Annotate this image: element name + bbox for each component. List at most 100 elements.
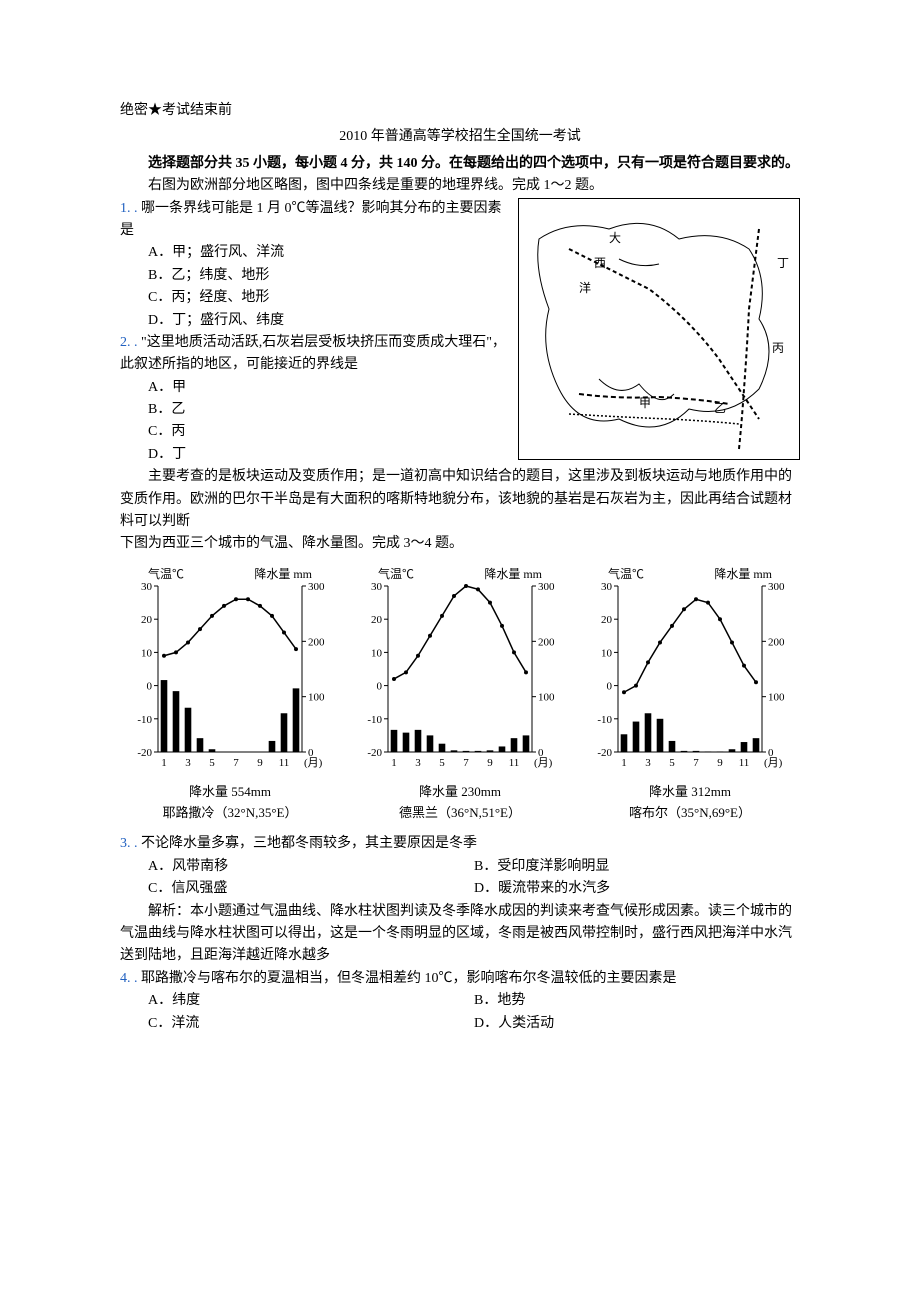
svg-text:7: 7	[233, 757, 239, 769]
svg-text:11: 11	[739, 757, 750, 769]
q4-options: A．纬度 B．地势 C．洋流 D．人类活动	[120, 990, 800, 1035]
svg-text:200: 200	[308, 636, 325, 648]
map-label-jia: 甲	[639, 394, 651, 413]
svg-text:-10: -10	[137, 714, 152, 726]
svg-text:-20: -20	[367, 747, 382, 759]
chart-3-svg: 气温℃降水量 mm-20-10010203001002003001357911(…	[580, 566, 800, 776]
q1-opt-c: C．丙；经度、地形	[148, 287, 508, 309]
svg-text:9: 9	[257, 757, 263, 769]
svg-text:(月): (月)	[304, 757, 323, 769]
svg-text:300: 300	[768, 581, 785, 593]
q1-options: A．甲；盛行风、洋流 B．乙；纬度、地形 C．丙；经度、地形 D．丁；盛行风、纬…	[120, 242, 508, 332]
svg-text:200: 200	[768, 636, 785, 648]
svg-text:20: 20	[371, 614, 383, 626]
svg-text:5: 5	[209, 757, 215, 769]
europe-map: 大 西 洋 丁 丙 甲 乙	[518, 198, 800, 460]
map-label-ding: 丁	[777, 254, 789, 273]
q3-opt-c: C．信风强盛	[148, 878, 474, 900]
q4-opt-c: C．洋流	[148, 1013, 474, 1035]
svg-text:11: 11	[509, 757, 520, 769]
exam-title: 2010 年普通高等学校招生全国统一考试	[120, 126, 800, 148]
svg-text:0: 0	[147, 680, 153, 692]
svg-text:气温℃: 气温℃	[608, 566, 644, 581]
q3-opt-b: B．受印度洋影响明显	[474, 856, 800, 878]
chart-2: 气温℃降水量 mm-20-10010203001002003001357911(…	[350, 566, 570, 824]
svg-text:0: 0	[607, 680, 613, 692]
svg-text:3: 3	[645, 757, 651, 769]
q3-options: A．风带南移 B．受印度洋影响明显 C．信风强盛 D．暖流带来的水汽多	[120, 856, 800, 901]
q3: 3. . 不论降水量多寡，三地都冬雨较多，其主要原因是冬季	[120, 833, 800, 855]
q1-num: 1. .	[120, 201, 138, 216]
q2-opt-b: B．乙	[148, 399, 508, 421]
q1: 1. . 哪一条界线可能是 1 月 0℃等温线？影响其分布的主要因素是	[120, 198, 508, 243]
q1-text: 哪一条界线可能是 1 月 0℃等温线？影响其分布的主要因素是	[120, 201, 502, 238]
svg-text:10: 10	[141, 647, 153, 659]
svg-text:200: 200	[538, 636, 555, 648]
svg-text:1: 1	[621, 757, 627, 769]
svg-text:降水量 mm: 降水量 mm	[484, 567, 542, 581]
svg-text:(月): (月)	[764, 757, 783, 769]
q2-opt-d: D．丁	[148, 444, 508, 466]
intro-2: 下图为西亚三个城市的气温、降水量图。完成 3～4 题。	[120, 533, 800, 555]
q3-text: 不论降水量多寡，三地都冬雨较多，其主要原因是冬季	[141, 836, 477, 851]
svg-text:100: 100	[768, 691, 785, 703]
svg-text:7: 7	[463, 757, 469, 769]
q2-analysis: 主要考查的是板块运动及变质作用；是一道初高中知识结合的题目，这里涉及到板块运动与…	[120, 466, 800, 533]
instructions: 选择题部分共 35 小题，每小题 4 分，共 140 分。在每题给出的四个选项中…	[120, 153, 800, 175]
chart-2-caption: 降水量 230mm	[350, 782, 570, 803]
q3-num: 3. .	[120, 836, 138, 851]
svg-text:11: 11	[279, 757, 290, 769]
svg-text:-20: -20	[597, 747, 612, 759]
q3-opt-a: A．风带南移	[148, 856, 474, 878]
chart-3: 气温℃降水量 mm-20-10010203001002003001357911(…	[580, 566, 800, 824]
svg-text:降水量 mm: 降水量 mm	[254, 567, 312, 581]
q1-q2-block: 1. . 哪一条界线可能是 1 月 0℃等温线？影响其分布的主要因素是 A．甲；…	[120, 198, 800, 467]
map-label-bing: 丙	[772, 339, 784, 358]
q1-opt-a: A．甲；盛行风、洋流	[148, 242, 508, 264]
svg-text:-10: -10	[367, 714, 382, 726]
svg-text:300: 300	[308, 581, 325, 593]
chart-1-city: 耶路撒冷（32°N,35°E）	[120, 803, 340, 824]
svg-text:100: 100	[308, 691, 325, 703]
svg-text:20: 20	[141, 614, 153, 626]
svg-text:30: 30	[371, 581, 383, 593]
q4-opt-a: A．纬度	[148, 990, 474, 1012]
chart-1-caption: 降水量 554mm	[120, 782, 340, 803]
svg-text:(月): (月)	[534, 757, 553, 769]
q3-analysis: 解析：本小题通过气温曲线、降水柱状图判读及冬季降水成因的判读来考查气候形成因素。…	[120, 901, 800, 968]
q4: 4. . 耶路撒冷与喀布尔的夏温相当，但冬温相差约 10℃，影响喀布尔冬温较低的…	[120, 968, 800, 990]
svg-text:9: 9	[717, 757, 723, 769]
map-label-xi: 西	[594, 254, 606, 273]
svg-text:100: 100	[538, 691, 555, 703]
svg-text:7: 7	[693, 757, 699, 769]
svg-text:300: 300	[538, 581, 555, 593]
svg-text:降水量 mm: 降水量 mm	[714, 567, 772, 581]
chart-1-svg: 气温℃降水量 mm-20-10010203001002003001357911(…	[120, 566, 340, 776]
svg-text:5: 5	[669, 757, 675, 769]
svg-text:3: 3	[185, 757, 191, 769]
confidential-note: 绝密★考试结束前	[120, 100, 800, 122]
q3-opt-d: D．暖流带来的水汽多	[474, 878, 800, 900]
q4-num: 4. .	[120, 971, 138, 986]
q2-options: A．甲 B．乙 C．丙 D．丁	[120, 377, 508, 467]
svg-text:0: 0	[377, 680, 383, 692]
map-label-yi: 乙	[714, 399, 726, 418]
q2-num: 2. .	[120, 335, 138, 350]
svg-text:9: 9	[487, 757, 493, 769]
chart-3-caption: 降水量 312mm	[580, 782, 800, 803]
q2-opt-c: C．丙	[148, 421, 508, 443]
q4-text: 耶路撒冷与喀布尔的夏温相当，但冬温相差约 10℃，影响喀布尔冬温较低的主要因素是	[141, 971, 677, 986]
map-label-yang: 洋	[579, 279, 591, 298]
q2-text: "这里地质活动活跃,石灰岩层受板块挤压而变质成大理石"，此叙述所指的地区，可能接…	[120, 335, 506, 372]
svg-text:-20: -20	[137, 747, 152, 759]
chart-2-city: 德黑兰（36°N,51°E）	[350, 803, 570, 824]
q2-opt-a: A．甲	[148, 377, 508, 399]
svg-text:30: 30	[141, 581, 153, 593]
svg-text:-10: -10	[597, 714, 612, 726]
map-svg	[519, 199, 797, 457]
svg-text:30: 30	[601, 581, 613, 593]
svg-text:5: 5	[439, 757, 445, 769]
svg-text:20: 20	[601, 614, 613, 626]
chart-3-city: 喀布尔（35°N,69°E）	[580, 803, 800, 824]
q1-opt-b: B．乙；纬度、地形	[148, 265, 508, 287]
